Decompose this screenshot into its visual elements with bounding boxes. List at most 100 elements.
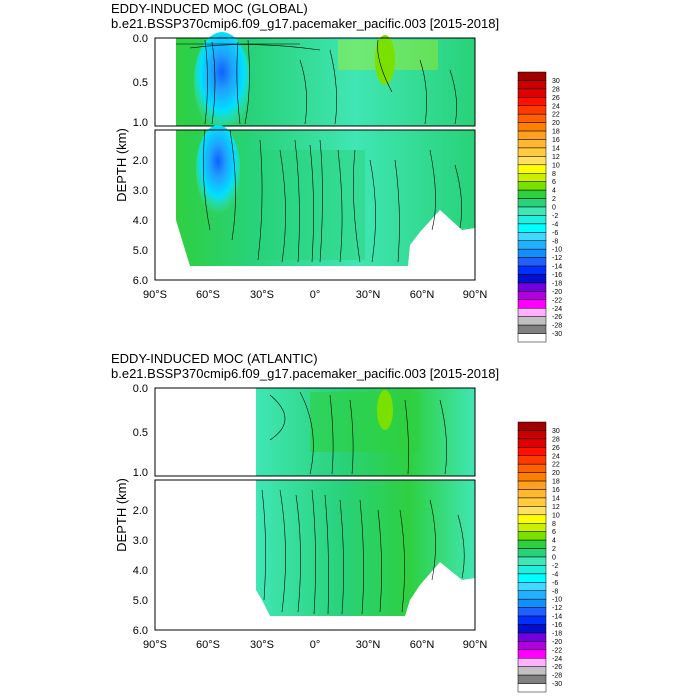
colorbar-label: -18 <box>552 630 562 637</box>
svg-text:30°S: 30°S <box>250 639 274 651</box>
colorbar-label: 24 <box>552 453 560 460</box>
colorbar-swatch <box>517 139 547 149</box>
colorbar-swatch <box>517 565 547 575</box>
colorbar-swatch <box>517 447 547 456</box>
colorbar-label: 6 <box>552 179 556 186</box>
colorbar-swatch <box>517 480 547 490</box>
colorbar-label: -16 <box>552 272 562 279</box>
panel-atlantic-subtitle: b.e21.BSSP370cmip6.f09_g17.pacemaker_pac… <box>111 366 499 381</box>
colorbar-label: -6 <box>552 580 558 587</box>
colorbar-swatch <box>517 514 547 524</box>
colorbar-label: 30 <box>552 78 560 85</box>
global-yticks: 0.0 0.5 1.0 2.0 3.0 4.0 5.0 6.0 <box>133 33 148 287</box>
global-deep-so-minimum <box>196 125 240 215</box>
colorbar-swatch <box>517 122 547 132</box>
colorbar-label: 10 <box>552 162 560 169</box>
colorbar-label: -8 <box>552 588 558 595</box>
colorbar-swatch <box>517 308 547 317</box>
colorbar-label: -30 <box>552 331 562 338</box>
colorbar-swatch <box>517 649 547 659</box>
colorbar-label: 12 <box>552 504 560 511</box>
colorbar-swatch <box>517 248 547 258</box>
atlantic-lower-field <box>256 480 475 616</box>
colorbar-label: 0 <box>552 205 556 212</box>
colorbar-label: -16 <box>552 622 562 629</box>
colorbar-swatch <box>517 299 547 309</box>
panel-global-subtitle: b.e21.BSSP370cmip6.f09_g17.pacemaker_pac… <box>111 16 499 31</box>
colorbar-swatch <box>517 531 547 541</box>
colorbar-swatch <box>517 71 547 81</box>
colorbar-label: 10 <box>552 512 560 519</box>
colorbar-swatch <box>517 232 547 241</box>
svg-text:0.5: 0.5 <box>133 427 148 439</box>
svg-text:0.5: 0.5 <box>133 77 148 89</box>
colorbar-swatch <box>517 624 547 634</box>
svg-text:0°: 0° <box>310 289 321 301</box>
colorbar-label: -24 <box>552 656 562 663</box>
panel-global: EDDY-INDUCED MOC (GLOBAL) b.e21.BSSP370c… <box>111 1 499 301</box>
colorbar-label: -6 <box>552 230 558 237</box>
colorbar-swatch <box>517 80 547 90</box>
colorbar-label: -4 <box>552 221 558 228</box>
colorbar-label: 20 <box>552 120 560 127</box>
colorbar-label: 2 <box>552 196 556 203</box>
svg-text:3.0: 3.0 <box>133 185 148 197</box>
colorbar-swatch <box>517 556 547 566</box>
svg-text:1.0: 1.0 <box>133 117 148 129</box>
svg-text:5.0: 5.0 <box>133 245 148 257</box>
svg-text:30°N: 30°N <box>356 289 381 301</box>
global-upper-max <box>375 35 395 85</box>
colorbar-swatch <box>517 206 547 216</box>
colorbar-swatch <box>517 156 547 166</box>
colorbar-label: -20 <box>552 639 562 646</box>
colorbar-swatch <box>517 523 547 532</box>
colorbar-swatch <box>517 223 547 233</box>
colorbar-swatch <box>517 539 547 549</box>
panel-global-title: EDDY-INDUCED MOC (GLOBAL) <box>111 1 308 16</box>
global-upper-plot <box>154 32 476 132</box>
colorbar-label: 16 <box>552 137 560 144</box>
colorbar-label: 8 <box>552 171 556 178</box>
colorbar-swatch <box>517 497 547 507</box>
colorbar-swatch <box>517 472 547 482</box>
colorbar-swatch <box>517 316 547 326</box>
colorbar-label: -12 <box>552 255 562 262</box>
colorbar-label: 16 <box>552 487 560 494</box>
colorbar-label: 14 <box>552 145 560 152</box>
colorbar-label: 8 <box>552 521 556 528</box>
colorbar-label: -14 <box>552 264 562 271</box>
colorbar-label: 28 <box>552 86 560 93</box>
colorbar-swatch <box>517 582 547 591</box>
svg-text:4.0: 4.0 <box>133 565 148 577</box>
global-lower-contours <box>203 129 462 263</box>
colorbar-swatch <box>517 666 547 676</box>
colorbar-label: 22 <box>552 112 560 119</box>
colorbar-label: -2 <box>552 213 558 220</box>
colorbar-label: -22 <box>552 297 562 304</box>
colorbar-label: -30 <box>552 681 562 688</box>
svg-text:60°N: 60°N <box>410 639 435 651</box>
colorbar-swatch <box>517 590 547 600</box>
colorbar-global: 302826242220181614121086420-2-4-6-8-10-1… <box>517 71 562 343</box>
svg-text:3.0: 3.0 <box>133 535 148 547</box>
colorbar-label: -28 <box>552 673 562 680</box>
atlantic-upper-contours <box>269 391 447 475</box>
colorbar-swatch <box>517 463 547 473</box>
svg-text:60°S: 60°S <box>196 289 220 301</box>
colorbar-swatch <box>517 573 547 583</box>
colorbar-label: -8 <box>552 238 558 245</box>
colorbar-swatch <box>517 548 547 558</box>
atlantic-ylabel: DEPTH (km) <box>114 478 129 552</box>
colorbar-label: -26 <box>552 314 562 321</box>
colorbar-label: 6 <box>552 529 556 536</box>
colorbar-swatch <box>517 265 547 275</box>
svg-text:2.0: 2.0 <box>133 505 148 517</box>
colorbar-swatch <box>517 438 547 448</box>
colorbar-label: 4 <box>552 538 556 545</box>
colorbar-label: -18 <box>552 280 562 287</box>
atlantic-upper-plot <box>154 387 476 477</box>
colorbar-swatch <box>517 607 547 617</box>
colorbar-label: -28 <box>552 323 562 330</box>
global-upper-contours <box>176 39 457 125</box>
